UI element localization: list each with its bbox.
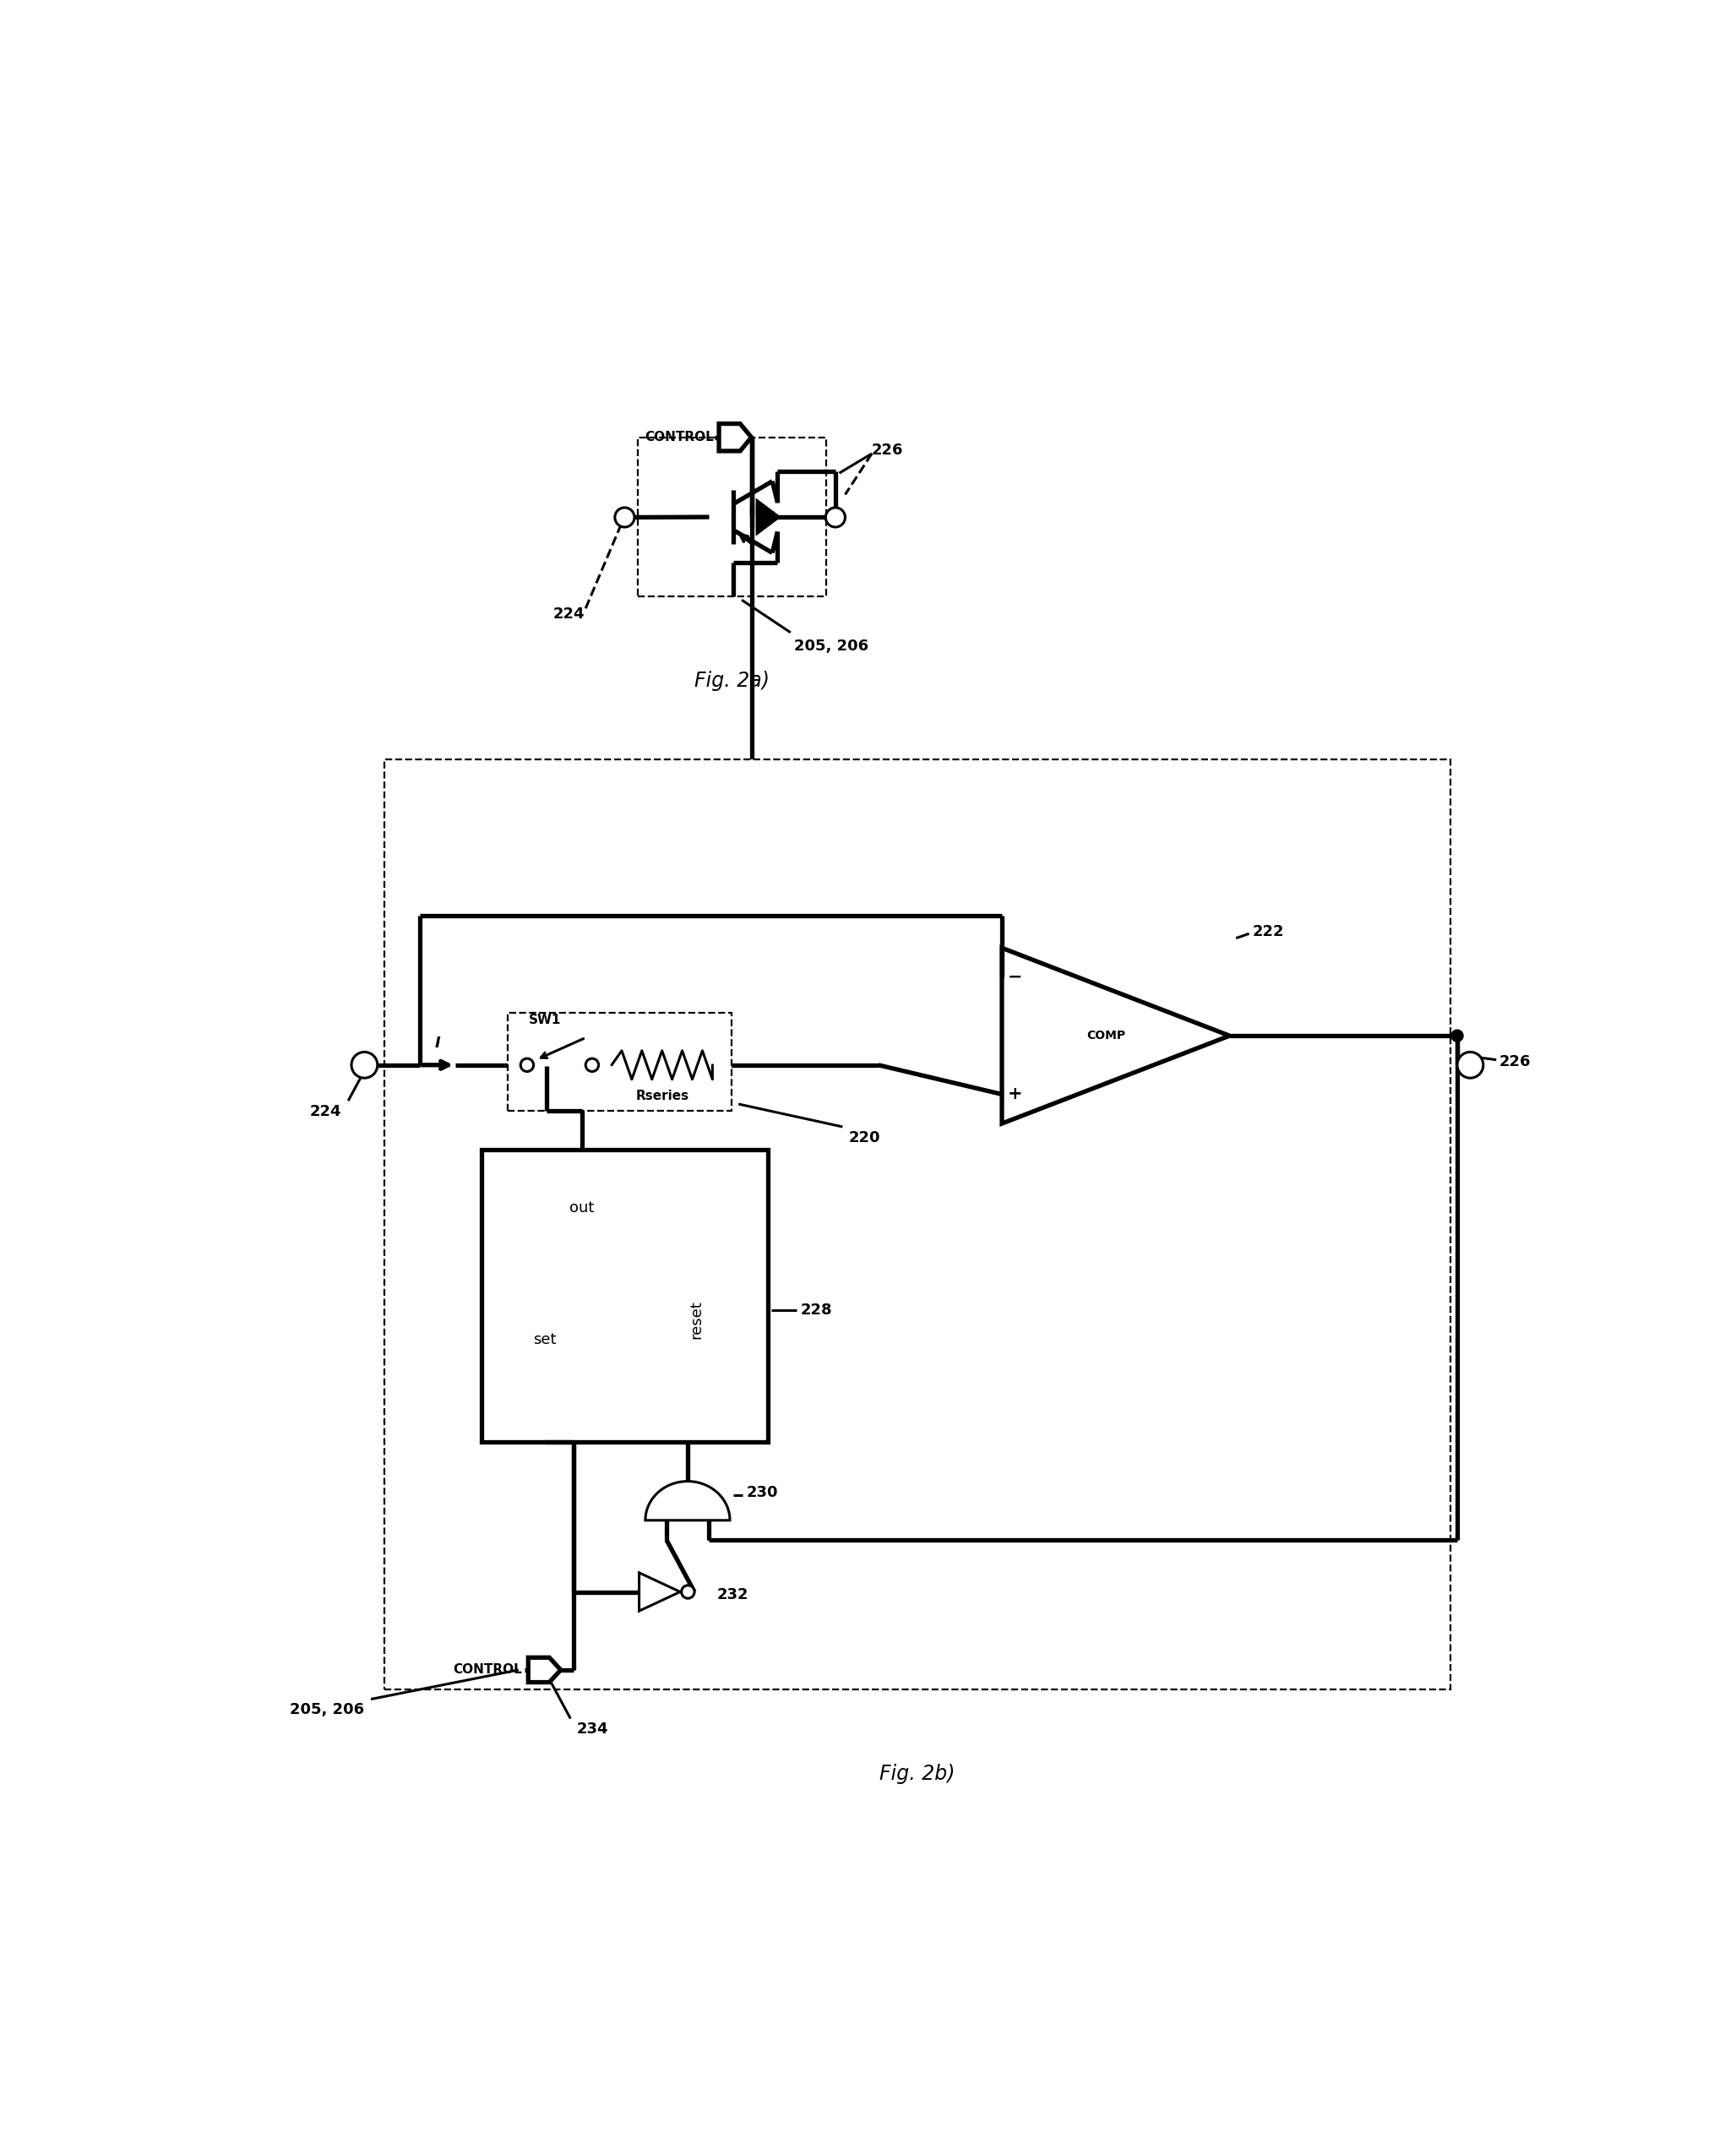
Text: 205, 206: 205, 206	[290, 1702, 365, 1717]
Text: 226: 226	[871, 444, 903, 459]
Text: 232: 232	[717, 1587, 748, 1603]
Text: out: out	[569, 1200, 594, 1215]
Bar	[507, 1012, 733, 1111]
Text: 220: 220	[849, 1131, 880, 1146]
Text: 205, 206: 205, 206	[793, 640, 868, 655]
Circle shape	[1457, 1051, 1483, 1077]
Polygon shape	[759, 502, 778, 532]
Text: 226: 226	[1500, 1053, 1531, 1068]
Polygon shape	[719, 424, 752, 450]
Text: −: −	[1007, 969, 1023, 987]
Circle shape	[351, 1051, 377, 1077]
Text: 230: 230	[746, 1486, 778, 1501]
Text: COMP: COMP	[1087, 1030, 1125, 1043]
Polygon shape	[639, 1572, 681, 1611]
Text: reset: reset	[689, 1301, 703, 1338]
Circle shape	[585, 1058, 599, 1071]
Bar	[637, 437, 826, 597]
Circle shape	[682, 1585, 694, 1598]
Text: 224: 224	[311, 1105, 342, 1120]
Text: +: +	[1007, 1086, 1023, 1103]
Text: 222: 222	[1252, 924, 1285, 939]
Text: Fig. 2a): Fig. 2a)	[694, 672, 769, 691]
Text: set: set	[533, 1331, 556, 1348]
Bar	[384, 760, 1451, 1689]
Text: 224: 224	[554, 607, 585, 623]
Circle shape	[826, 508, 845, 528]
Text: Rseries: Rseries	[635, 1090, 689, 1103]
Circle shape	[615, 508, 634, 528]
Polygon shape	[646, 1482, 729, 1521]
Polygon shape	[528, 1659, 561, 1682]
Text: CONTROL: CONTROL	[644, 431, 713, 444]
Text: I: I	[434, 1036, 441, 1051]
Text: CONTROL: CONTROL	[453, 1663, 523, 1676]
Text: SW1: SW1	[528, 1012, 561, 1025]
Circle shape	[521, 1058, 533, 1071]
Text: Fig. 2b): Fig. 2b)	[880, 1764, 955, 1784]
Circle shape	[1451, 1030, 1462, 1040]
Text: 234: 234	[576, 1721, 609, 1736]
Polygon shape	[1002, 948, 1229, 1124]
Text: 228: 228	[800, 1303, 832, 1318]
Bar	[481, 1150, 767, 1443]
